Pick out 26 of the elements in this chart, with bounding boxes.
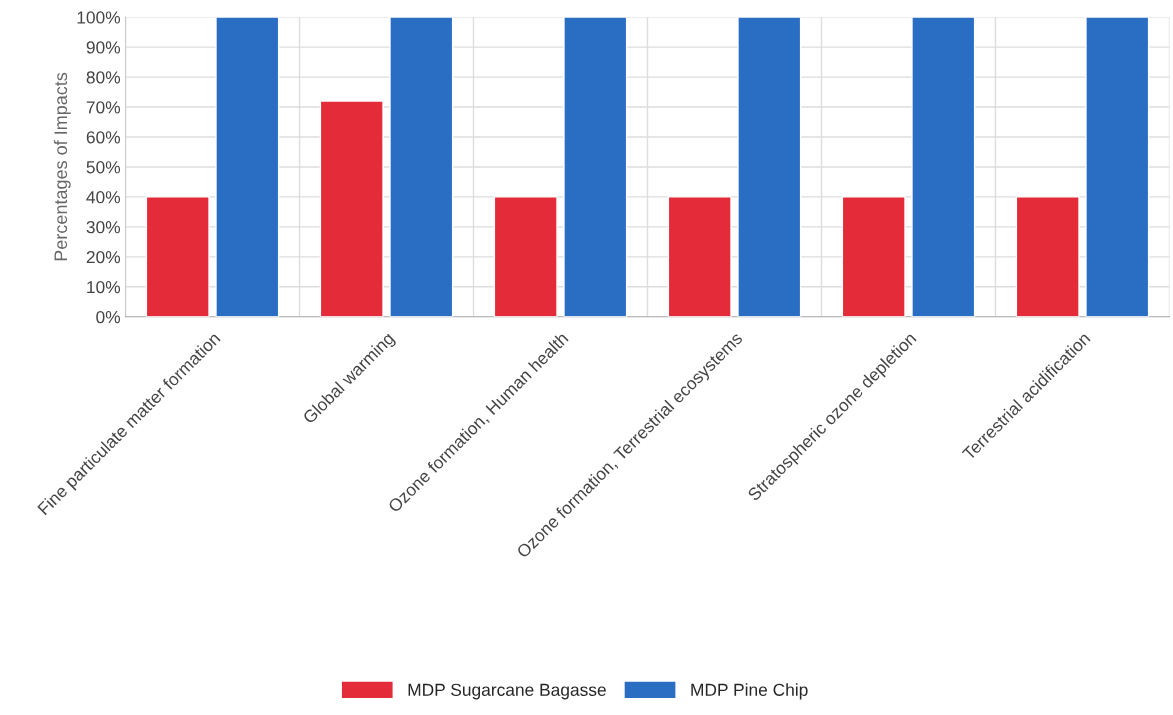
y-tick-label: 60% xyxy=(86,131,121,144)
bar xyxy=(1015,196,1080,317)
y-tick-label: 10% xyxy=(87,280,121,294)
y-tick-label: 90% xyxy=(86,41,121,54)
bar xyxy=(737,17,802,317)
bar xyxy=(667,196,732,317)
bar xyxy=(911,17,976,317)
y-tick-label: 80% xyxy=(86,71,121,84)
legend-label: MDP Sugarcane Bagasse xyxy=(408,683,606,700)
bar xyxy=(145,196,210,317)
y-tick-label: 0% xyxy=(96,310,121,324)
y-tick-label: 30% xyxy=(86,221,121,234)
bar xyxy=(319,100,384,317)
y-tick-label: 20% xyxy=(86,251,121,264)
bar xyxy=(841,196,906,317)
y-tick-label: 70% xyxy=(86,101,121,114)
y-axis-title: Percentages of Impacts xyxy=(53,72,71,261)
bar xyxy=(389,17,454,317)
y-tick-label: 100% xyxy=(77,11,121,24)
y-tick-label: 50% xyxy=(86,161,121,174)
bar xyxy=(493,196,558,317)
bar xyxy=(563,17,628,317)
bar xyxy=(215,17,280,317)
legend-label: MDP Pine Chip xyxy=(691,683,808,700)
y-tick-label: 40% xyxy=(86,191,121,204)
bar xyxy=(1085,17,1150,317)
